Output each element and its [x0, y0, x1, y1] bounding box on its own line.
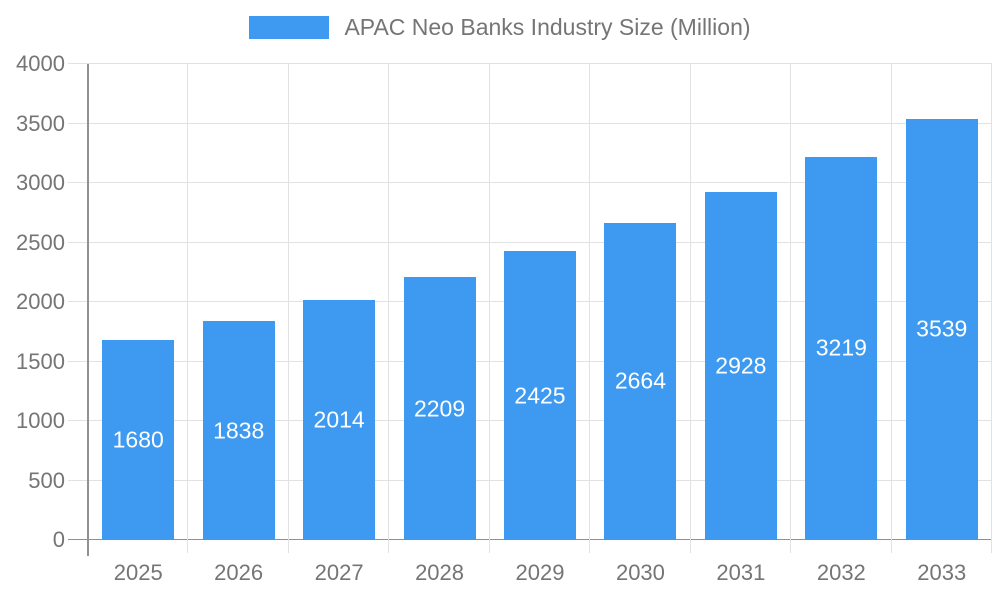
v-gridline	[589, 64, 590, 553]
x-tick-label: 2025	[113, 560, 163, 585]
bar-2027	[303, 300, 376, 540]
x-tick-label: 2032	[816, 560, 866, 585]
bar-value-label: 2928	[715, 352, 767, 379]
x-tick-label: 2029	[515, 560, 565, 585]
bar-value-label: 2209	[413, 395, 466, 422]
y-tick	[68, 301, 88, 302]
y-tick	[68, 182, 88, 183]
h-gridline	[88, 182, 992, 183]
y-tick-label: 3500	[16, 110, 65, 136]
bar-value-label: 2425	[514, 382, 566, 409]
y-tick	[68, 63, 88, 64]
bar-2028	[403, 277, 476, 540]
h-gridline	[88, 63, 992, 64]
v-gridline	[187, 64, 188, 553]
y-tick	[68, 420, 88, 421]
v-gridline	[891, 64, 892, 553]
y-tick-label: 2500	[16, 229, 65, 255]
h-gridline	[88, 242, 992, 243]
y-tick	[68, 361, 88, 362]
bar-2031	[704, 191, 777, 540]
y-tick	[68, 242, 88, 243]
bar-2029	[504, 251, 576, 540]
y-tick	[68, 123, 88, 124]
h-gridline	[88, 123, 992, 124]
y-tick	[68, 539, 88, 540]
bar-2030	[604, 223, 677, 540]
bar-value-label: 3539	[916, 315, 968, 342]
y-axis-line	[87, 64, 89, 556]
x-tick-label: 2027	[314, 560, 364, 585]
x-tick-label: 2026	[214, 560, 264, 585]
bar-2033	[905, 118, 978, 540]
v-gridline	[991, 64, 992, 553]
v-gridline	[690, 64, 691, 553]
v-gridline	[288, 64, 289, 553]
bar-value-label: 2664	[614, 367, 667, 394]
y-tick-label: 1500	[16, 348, 65, 374]
bar-value-label: 3219	[815, 334, 867, 361]
bar-2032	[805, 156, 878, 540]
y-tick-label: 0	[52, 527, 65, 552]
bar-value-label: 1680	[112, 426, 164, 453]
bar-value-label: 1838	[213, 417, 265, 444]
bar-2026	[202, 321, 275, 540]
y-tick-label: 500	[28, 467, 65, 493]
v-gridline	[790, 64, 791, 553]
y-tick-label: 4000	[16, 51, 65, 76]
chart-legend[interactable]: APAC Neo Banks Industry Size (Million)	[0, 14, 1000, 41]
x-tick-label: 2031	[716, 560, 766, 585]
y-tick	[68, 480, 88, 481]
x-tick-label: 2030	[615, 560, 665, 585]
bar-value-label: 2014	[313, 406, 365, 433]
v-gridline	[388, 64, 389, 553]
y-tick-label: 3000	[16, 170, 65, 195]
y-tick-label: 1000	[16, 408, 65, 433]
bar-2025	[102, 340, 175, 540]
y-tick-label: 2000	[16, 289, 65, 314]
x-tick-label: 2033	[917, 560, 967, 585]
legend-label: APAC Neo Banks Industry Size (Million)	[344, 14, 751, 40]
x-tick-label: 2028	[415, 560, 465, 585]
v-gridline	[489, 64, 490, 553]
legend-swatch-icon	[249, 16, 330, 39]
